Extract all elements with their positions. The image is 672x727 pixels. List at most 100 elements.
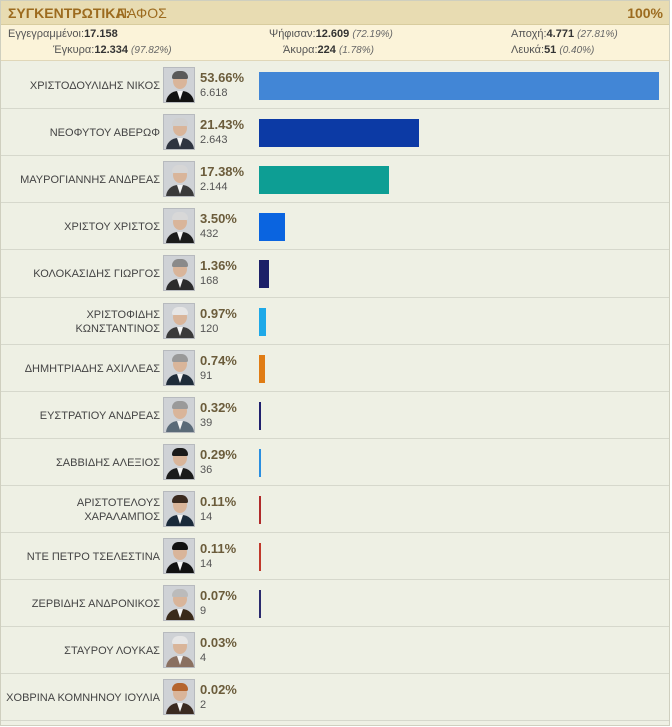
voted-stat: Ψήφισαν:12.609 (72.19%) xyxy=(269,28,393,40)
vote-percent-label: 17.38% xyxy=(200,164,245,179)
result-bar xyxy=(259,213,285,241)
candidate-name: ΝΤΕ ΠΕΤΡΟ ΤΣΕΛΕΣΤΙΝΑ xyxy=(3,550,160,564)
vote-percent-label: 53.66% xyxy=(200,70,245,85)
candidate-row: ΝΤΕ ΠΕΤΡΟ ΤΣΕΛΕΣΤΙΝΑ 0.11% 14 xyxy=(1,533,669,580)
candidate-name: ΧΡΙΣΤΟΦΙΔΗΣ ΚΩΝΣΤΑΝΤΙΝΟΣ xyxy=(3,308,160,336)
candidate-name: ΑΡΙΣΤΟΤΕΛΟΥΣ ΧΑΡΑΛΑΜΠΟΣ xyxy=(3,496,160,524)
result-bar xyxy=(259,355,265,383)
district-name: ΠΑΦΟΣ xyxy=(117,5,167,21)
vote-percent-label: 0.11% xyxy=(200,541,237,556)
candidate-photo-icon xyxy=(163,208,195,244)
vote-count-label: 2.144 xyxy=(200,181,228,193)
candidate-name-line: ΧΡΙΣΤΟΦΙΔΗΣ xyxy=(86,309,160,321)
vote-percent-label: 0.74% xyxy=(200,353,237,368)
candidate-name-line: ΑΡΙΣΤΟΤΕΛΟΥΣ xyxy=(76,497,160,509)
candidate-photo-icon xyxy=(163,114,195,150)
result-bar xyxy=(259,72,659,100)
candidate-row: ΝΕΟΦΥΤΟΥ ΑΒΕΡΩΦ 21.43% 2.643 xyxy=(1,109,669,156)
result-bar xyxy=(259,260,269,288)
turnout-stats: Εγγεγραμμένοι:17.158 Ψήφισαν:12.609 (72.… xyxy=(1,25,669,61)
vote-percent-label: 0.03% xyxy=(200,635,237,650)
result-bar xyxy=(259,166,389,194)
title-label: ΣΥΓΚΕΝΤΡΩΤΙΚΑ: xyxy=(8,5,131,21)
candidate-row: ΣΑΒΒΙΔΗΣ ΑΛΕΞΙΟΣ 0.29% 36 xyxy=(1,439,669,486)
candidate-name: ΔΗΜΗΤΡΙΑΔΗΣ ΑΧΙΛΛΕΑΣ xyxy=(3,362,160,376)
candidate-name-line: ΧΡΙΣΤΟΔΟΥΛΙΔΗΣ ΝΙΚΟΣ xyxy=(29,80,160,92)
candidate-photo-icon xyxy=(163,67,195,103)
vote-percent-label: 0.29% xyxy=(200,447,237,462)
candidate-name: ΧΟΒΡΙΝΑ ΚΟΜΝΗΝΟΥ ΙΟΥΛΙΑ xyxy=(3,691,160,705)
candidate-name: ΣΑΒΒΙΔΗΣ ΑΛΕΞΙΟΣ xyxy=(3,456,160,470)
candidate-name-line: ΚΟΛΟΚΑΣΙΔΗΣ ΓΙΩΡΓΟΣ xyxy=(33,268,160,280)
vote-count-label: 6.618 xyxy=(200,87,228,99)
title-bar: ΣΥΓΚΕΝΤΡΩΤΙΚΑ: ΠΑΦΟΣ 100% xyxy=(1,1,669,25)
valid-stat: Έγκυρα:12.334 (97.82%) xyxy=(53,44,172,56)
vote-percent-label: 21.43% xyxy=(200,117,245,132)
result-bar xyxy=(259,496,261,524)
candidate-name-line: ΝΤΕ ΠΕΤΡΟ ΤΣΕΛΕΣΤΙΝΑ xyxy=(26,551,160,563)
candidate-row: ΔΗΜΗΤΡΙΑΔΗΣ ΑΧΙΛΛΕΑΣ 0.74% 91 xyxy=(1,345,669,392)
candidate-row: ΜΑΥΡΟΓΙΑΝΝΗΣ ΑΝΔΡΕΑΣ 17.38% 2.144 xyxy=(1,156,669,203)
percent-counted: 100% xyxy=(627,5,663,21)
vote-count-label: 36 xyxy=(200,464,213,476)
candidate-photo-icon xyxy=(163,585,195,621)
candidate-row: ΕΥΣΤΡΑΤΙΟΥ ΑΝΔΡΕΑΣ 0.32% 39 xyxy=(1,392,669,439)
candidate-name-line: ΖΕΡΒΙΔΗΣ ΑΝΔΡΟΝΙΚΟΣ xyxy=(31,598,160,610)
vote-percent-label: 0.02% xyxy=(200,682,237,697)
candidate-photo-icon xyxy=(163,679,195,715)
candidate-photo-icon xyxy=(163,350,195,386)
candidate-name-line: ΣΤΑΥΡΟΥ ΛΟΥΚΑΣ xyxy=(64,645,160,657)
candidate-photo-icon xyxy=(163,632,195,668)
candidate-photo-icon xyxy=(163,255,195,291)
vote-count-label: 120 xyxy=(200,323,219,335)
vote-count-label: 2.643 xyxy=(200,134,228,146)
candidate-row: ΣΤΑΥΡΟΥ ΛΟΥΚΑΣ 0.03% 4 xyxy=(1,627,669,674)
vote-count-label: 91 xyxy=(200,370,213,382)
candidate-name-line: ΜΑΥΡΟΓΙΑΝΝΗΣ ΑΝΔΡΕΑΣ xyxy=(20,174,160,186)
candidate-row: ΖΕΡΒΙΔΗΣ ΑΝΔΡΟΝΙΚΟΣ 0.07% 9 xyxy=(1,580,669,627)
candidate-name: ΜΑΥΡΟΓΙΑΝΝΗΣ ΑΝΔΡΕΑΣ xyxy=(3,173,160,187)
vote-count-label: 168 xyxy=(200,275,219,287)
vote-count-label: 9 xyxy=(200,605,207,617)
abstention-stat: Αποχή:4.771 (27.81%) xyxy=(511,28,618,40)
candidate-name-line: ΔΗΜΗΤΡΙΑΔΗΣ ΑΧΙΛΛΕΑΣ xyxy=(24,363,160,375)
candidate-name-line: ΧΟΒΡΙΝΑ ΚΟΜΝΗΝΟΥ ΙΟΥΛΙΑ xyxy=(6,692,160,704)
result-bar xyxy=(259,590,261,618)
vote-count-label: 2 xyxy=(200,699,207,711)
candidate-name-line: ΣΑΒΒΙΔΗΣ ΑΛΕΞΙΟΣ xyxy=(56,457,160,469)
invalid-stat: Άκυρα:224 (1.78%) xyxy=(283,44,374,56)
vote-count-label: 4 xyxy=(200,652,207,664)
vote-percent-label: 3.50% xyxy=(200,211,237,226)
vote-percent-label: 1.36% xyxy=(200,258,237,273)
registered-stat: Εγγεγραμμένοι:17.158 xyxy=(8,28,118,40)
candidate-row: ΧΟΒΡΙΝΑ ΚΟΜΝΗΝΟΥ ΙΟΥΛΙΑ 0.02% 2 xyxy=(1,674,669,721)
candidate-photo-icon xyxy=(163,303,195,339)
candidate-photo-icon xyxy=(163,397,195,433)
candidate-name-line: ΚΩΝΣΤΑΝΤΙΝΟΣ xyxy=(75,323,160,335)
result-bar xyxy=(259,449,261,477)
candidate-row: ΧΡΙΣΤΟΔΟΥΛΙΔΗΣ ΝΙΚΟΣ 53.66% 6.618 xyxy=(1,62,669,109)
vote-percent-label: 0.32% xyxy=(200,400,237,415)
vote-percent-label: 0.97% xyxy=(200,306,237,321)
candidate-photo-icon xyxy=(163,491,195,527)
candidate-photo-icon xyxy=(163,161,195,197)
candidate-photo-icon xyxy=(163,444,195,480)
vote-percent-label: 0.07% xyxy=(200,588,237,603)
candidate-name-line: ΧΑΡΑΛΑΜΠΟΣ xyxy=(84,511,160,523)
candidate-name: ΧΡΙΣΤΟΥ ΧΡΙΣΤΟΣ xyxy=(3,220,160,234)
vote-percent-label: 0.11% xyxy=(200,494,237,509)
candidate-name-line: ΝΕΟΦΥΤΟΥ ΑΒΕΡΩΦ xyxy=(49,127,160,139)
result-bar xyxy=(259,402,261,430)
vote-count-label: 14 xyxy=(200,558,213,570)
candidate-name: ΖΕΡΒΙΔΗΣ ΑΝΔΡΟΝΙΚΟΣ xyxy=(3,597,160,611)
candidate-name: ΚΟΛΟΚΑΣΙΔΗΣ ΓΙΩΡΓΟΣ xyxy=(3,267,160,281)
vote-count-label: 432 xyxy=(200,228,219,240)
candidate-name-line: ΧΡΙΣΤΟΥ ΧΡΙΣΤΟΣ xyxy=(64,221,160,233)
candidate-name: ΝΕΟΦΥΤΟΥ ΑΒΕΡΩΦ xyxy=(3,126,160,140)
candidate-name: ΕΥΣΤΡΑΤΙΟΥ ΑΝΔΡΕΑΣ xyxy=(3,409,160,423)
result-bar xyxy=(259,119,419,147)
candidate-photo-icon xyxy=(163,538,195,574)
candidate-name: ΧΡΙΣΤΟΔΟΥΛΙΔΗΣ ΝΙΚΟΣ xyxy=(3,79,160,93)
candidate-row: ΚΟΛΟΚΑΣΙΔΗΣ ΓΙΩΡΓΟΣ 1.36% 168 xyxy=(1,250,669,298)
